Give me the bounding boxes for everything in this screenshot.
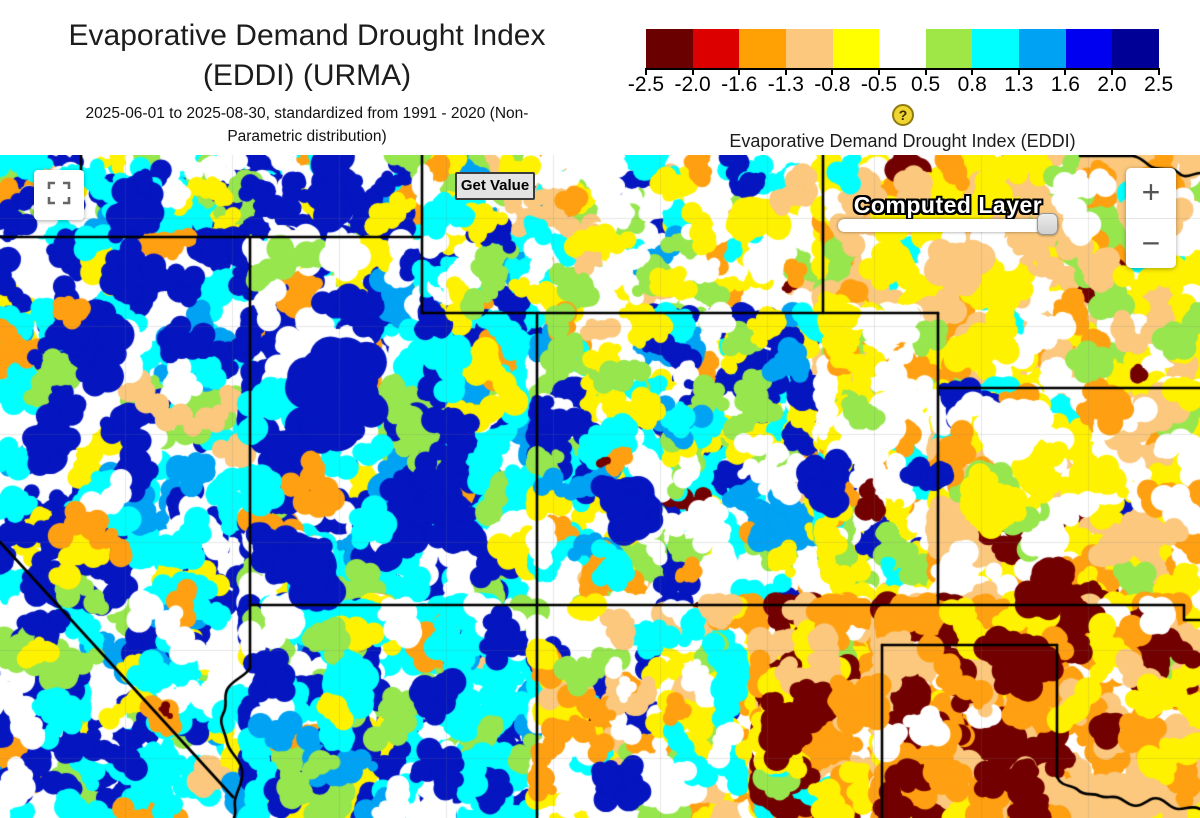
legend-tick (1157, 68, 1160, 75)
page-title-line2: (EDDI) (URMA) (202, 59, 412, 92)
legend-tick-label: 2.0 (1097, 73, 1127, 96)
page-title-line1: Evaporative Demand Drought Index (68, 19, 546, 52)
computed-layer-label: Computed Layer (853, 192, 1043, 218)
map-area: Get Value Computed Layer + − (0, 155, 1200, 818)
legend-tick-label: -1.3 (767, 73, 804, 96)
zoom-out-button[interactable]: − (1126, 218, 1176, 268)
legend-tick (971, 68, 974, 75)
legend-tick (691, 68, 694, 75)
legend-tick-label: 0.5 (910, 73, 941, 96)
legend-segment (646, 29, 693, 68)
legend-tick (645, 68, 647, 75)
legend-tick (924, 68, 927, 75)
legend-tick (1064, 68, 1067, 75)
legend-segment (785, 29, 833, 68)
legend-segment (1112, 29, 1160, 68)
legend-tick (878, 68, 880, 75)
legend-tick (1111, 68, 1113, 75)
layer-slider-track[interactable] (838, 219, 1058, 232)
legend-caption: Evaporative Demand Drought Index (EDDI) (729, 131, 1076, 151)
legend-tick-label: -1.6 (721, 73, 758, 96)
legend-segment (879, 29, 926, 68)
page-subtitle: 2025-06-01 to 2025-08-30, standardized f… (85, 105, 529, 145)
legend-colorbar (646, 29, 1160, 68)
legend-tick-label: -0.5 (860, 73, 898, 96)
legend-segment (1019, 29, 1066, 68)
legend-segment (692, 29, 740, 68)
legend-segment (925, 29, 973, 68)
legend-tick-label: -0.8 (814, 73, 851, 96)
legend-tick-label: 1.6 (1050, 73, 1080, 96)
legend-tick (1017, 68, 1020, 75)
fullscreen-button[interactable] (34, 170, 84, 220)
legend-tick-label: -2.0 (674, 73, 711, 96)
help-icon[interactable]: ? (892, 104, 914, 126)
zoom-in-button[interactable]: + (1141, 174, 1161, 210)
legend-segment (1065, 29, 1113, 68)
legend-tick-label: 1.3 (1004, 73, 1034, 96)
legend-tick (738, 68, 741, 75)
fullscreen-icon (46, 180, 72, 211)
title-block: Evaporative Demand Drought Index (EDDI) … (10, 16, 604, 148)
legend-segment (739, 29, 786, 68)
legend-segment (972, 29, 1020, 68)
zoom-panel: + − (1126, 168, 1176, 268)
legend-tick-label: 2.5 (1143, 73, 1174, 96)
legend-tick (784, 68, 787, 75)
legend-axis (645, 68, 1160, 70)
legend-tick (831, 68, 834, 75)
drought-map-canvas[interactable] (0, 155, 1200, 818)
legend-tick-label: -2.5 (627, 73, 665, 96)
get-value-button[interactable]: Get Value (455, 172, 535, 200)
legend-tick-label: 0.8 (957, 73, 987, 96)
layer-slider-thumb[interactable] (1037, 213, 1058, 235)
legend-segment (832, 29, 880, 68)
